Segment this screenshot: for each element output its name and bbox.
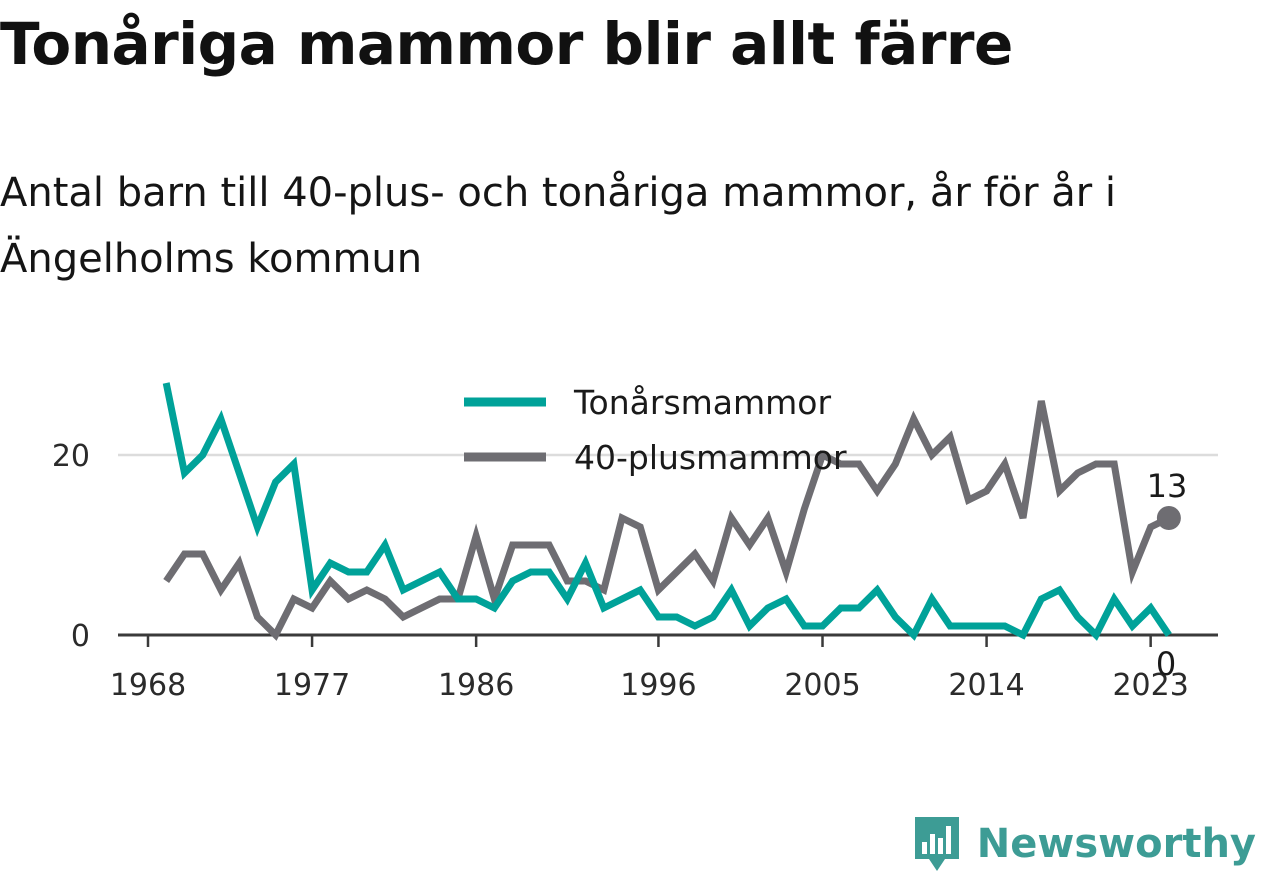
line-40-plusmammor: [163, 400, 1171, 641]
chart-subtitle: Antal barn till 40-plus- och tonåriga ma…: [0, 170, 1117, 282]
legend-label-tonarsmammor: Tonårsmammor: [573, 383, 831, 422]
y-axis: 0 20: [52, 439, 90, 654]
brand-name: Newsworthy: [976, 821, 1256, 867]
x-tick-label: 2023: [1112, 668, 1188, 703]
bar-chart-logo-icon: [914, 817, 959, 871]
x-tick-label: 1968: [110, 668, 186, 703]
x-tick-label: 1986: [438, 668, 514, 703]
x-tick-label: 2005: [784, 668, 860, 703]
newsworthy-logo: Newsworthy: [913, 815, 1256, 873]
end-point-40-plusmammor: [1156, 506, 1181, 530]
x-tick-label: 2014: [948, 668, 1024, 703]
y-tick-label: 0: [71, 619, 90, 654]
x-tick-label: 1996: [620, 668, 696, 703]
y-tick-label: 20: [52, 439, 90, 474]
chart-title: Tonåriga mammor blir allt färre: [0, 10, 1013, 78]
x-tick-label: 1977: [274, 668, 350, 703]
x-axis: 1968 1977 1986 1996 2005 2014 2023: [110, 633, 1218, 703]
legend-label-40-plusmammor: 40-plusmammor: [574, 438, 847, 477]
series-layer: [162, 382, 1181, 641]
end-label-40-plusmammor: 13: [1147, 467, 1188, 505]
end-labels: 13 0: [1147, 467, 1188, 683]
line-tonarsmammor: [162, 382, 1172, 641]
legend: Tonårsmammor 40-plusmammor: [464, 383, 847, 477]
end-label-tonarsmammor: 0: [1156, 645, 1176, 683]
